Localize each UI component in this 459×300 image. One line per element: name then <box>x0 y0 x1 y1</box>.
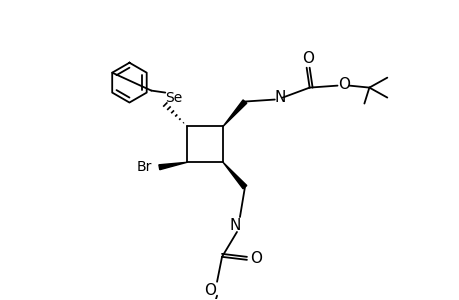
Text: N: N <box>229 218 240 233</box>
Text: O: O <box>338 77 350 92</box>
Polygon shape <box>223 100 246 126</box>
Text: Br: Br <box>136 160 152 174</box>
Text: N: N <box>274 90 285 105</box>
Polygon shape <box>158 162 187 170</box>
Text: Se: Se <box>164 91 181 105</box>
Text: O: O <box>249 251 261 266</box>
Polygon shape <box>223 162 246 189</box>
Text: O: O <box>204 283 216 298</box>
Text: O: O <box>301 51 313 66</box>
